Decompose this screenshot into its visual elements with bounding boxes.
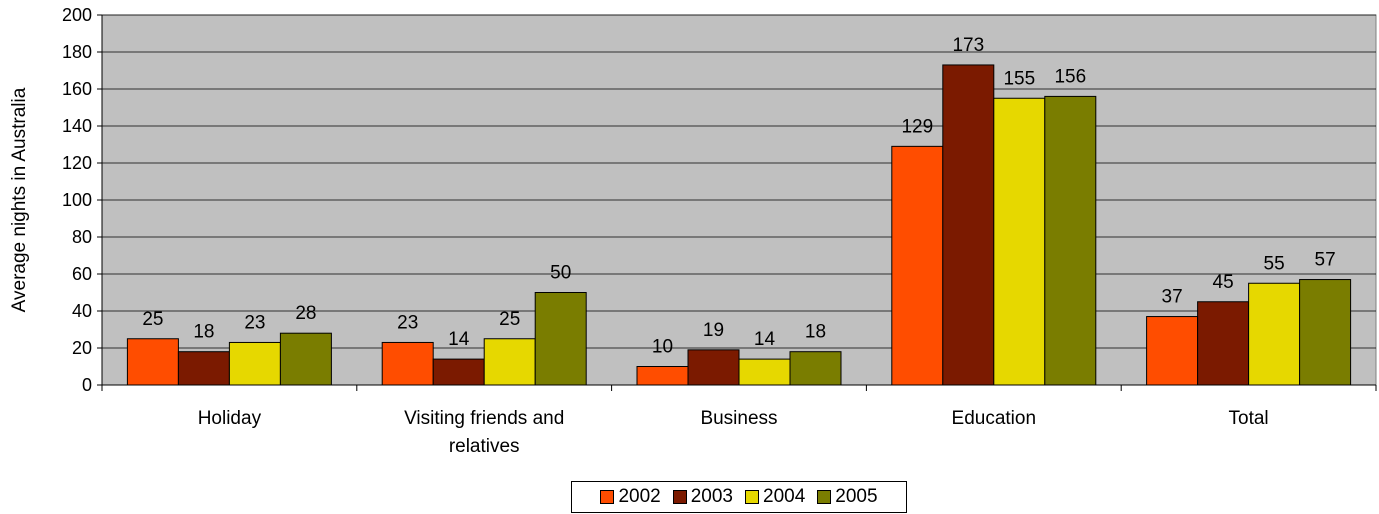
legend-label: 2005: [835, 486, 878, 507]
data-label: 129: [901, 116, 933, 137]
data-label: 28: [295, 303, 316, 324]
y-tick-label: 120: [62, 153, 92, 173]
x-tick-label: Total: [1229, 408, 1269, 429]
legend-item: 2005: [817, 486, 878, 508]
data-label: 156: [1054, 66, 1086, 87]
legend-label: 2004: [763, 486, 806, 507]
bar: [687, 349, 740, 386]
y-tick-label: 140: [62, 116, 92, 136]
bar: [1299, 279, 1352, 386]
x-tick-label: relatives: [449, 436, 520, 457]
bar: [381, 341, 434, 386]
y-axis-label: Average nights in Australia: [9, 87, 30, 312]
data-label: 57: [1315, 250, 1336, 271]
bar: [483, 338, 536, 386]
y-tick-label: 80: [72, 227, 92, 247]
legend-item: 2002: [600, 486, 661, 508]
data-label: 45: [1213, 272, 1234, 293]
bar: [1044, 95, 1097, 386]
bar: [228, 341, 281, 386]
data-label: 10: [652, 337, 673, 358]
y-tick-label: 160: [62, 79, 92, 99]
y-tick-label: 200: [62, 5, 92, 25]
axes: 0 20 40 60 80 100 120 140 160 180 200 Holiday Visiti…: [62, 5, 1377, 457]
bar: [942, 64, 995, 386]
x-tick-label: Business: [700, 408, 777, 429]
x-tick-label: Holiday: [198, 408, 262, 429]
bar-chart: 0 20 40 60 80 100 120 140 160 180 200 Holiday Visiti…: [9, 5, 1377, 457]
legend-swatch: [745, 490, 759, 504]
bar: [738, 358, 791, 386]
legend-item: 2003: [672, 486, 733, 508]
x-tick-label: Education: [952, 408, 1037, 429]
data-label: 55: [1264, 253, 1285, 274]
bar: [1197, 301, 1250, 386]
bar: [993, 97, 1046, 386]
bar: [789, 351, 842, 386]
legend-item: 2004: [745, 486, 805, 508]
data-labels: 25 18 23 28 23 14 25 50 10 19 14 18 129 173 155 156 37 45…: [142, 35, 1335, 358]
data-label: 25: [499, 309, 520, 330]
bar: [177, 351, 230, 386]
legend-label: 2003: [690, 486, 733, 507]
data-label: 23: [397, 312, 418, 333]
bar: [126, 338, 179, 386]
legend-swatch: [672, 490, 687, 504]
bar: [636, 366, 689, 386]
legend-swatch: [817, 490, 832, 504]
y-tick-label: 60: [72, 264, 92, 284]
bar: [279, 332, 332, 386]
bar: [891, 145, 944, 386]
y-tick-label: 180: [62, 42, 92, 62]
data-label: 37: [1162, 287, 1183, 308]
data-label: 14: [448, 329, 470, 350]
y-tick-label: 40: [72, 301, 92, 321]
bar: [1248, 282, 1301, 386]
x-tick-label: Visiting friends and: [404, 408, 564, 429]
bar: [432, 358, 485, 386]
legend-swatch: [600, 490, 615, 504]
bar: [1146, 316, 1199, 386]
data-label: 18: [193, 322, 214, 343]
legend: 2002 2003 2004 2005: [571, 481, 907, 513]
data-label: 18: [805, 322, 826, 343]
data-label: 14: [754, 329, 776, 350]
legend-label: 2002: [618, 486, 661, 507]
bar: [534, 292, 587, 386]
y-tick-label: 20: [72, 338, 92, 358]
data-label: 50: [550, 263, 571, 284]
data-label: 173: [952, 35, 984, 56]
y-tick-label: 100: [62, 190, 92, 210]
data-label: 155: [1003, 68, 1035, 89]
data-label: 23: [244, 312, 265, 333]
data-label: 25: [142, 309, 163, 330]
y-tick-label: 0: [82, 375, 92, 395]
data-label: 19: [703, 320, 724, 341]
